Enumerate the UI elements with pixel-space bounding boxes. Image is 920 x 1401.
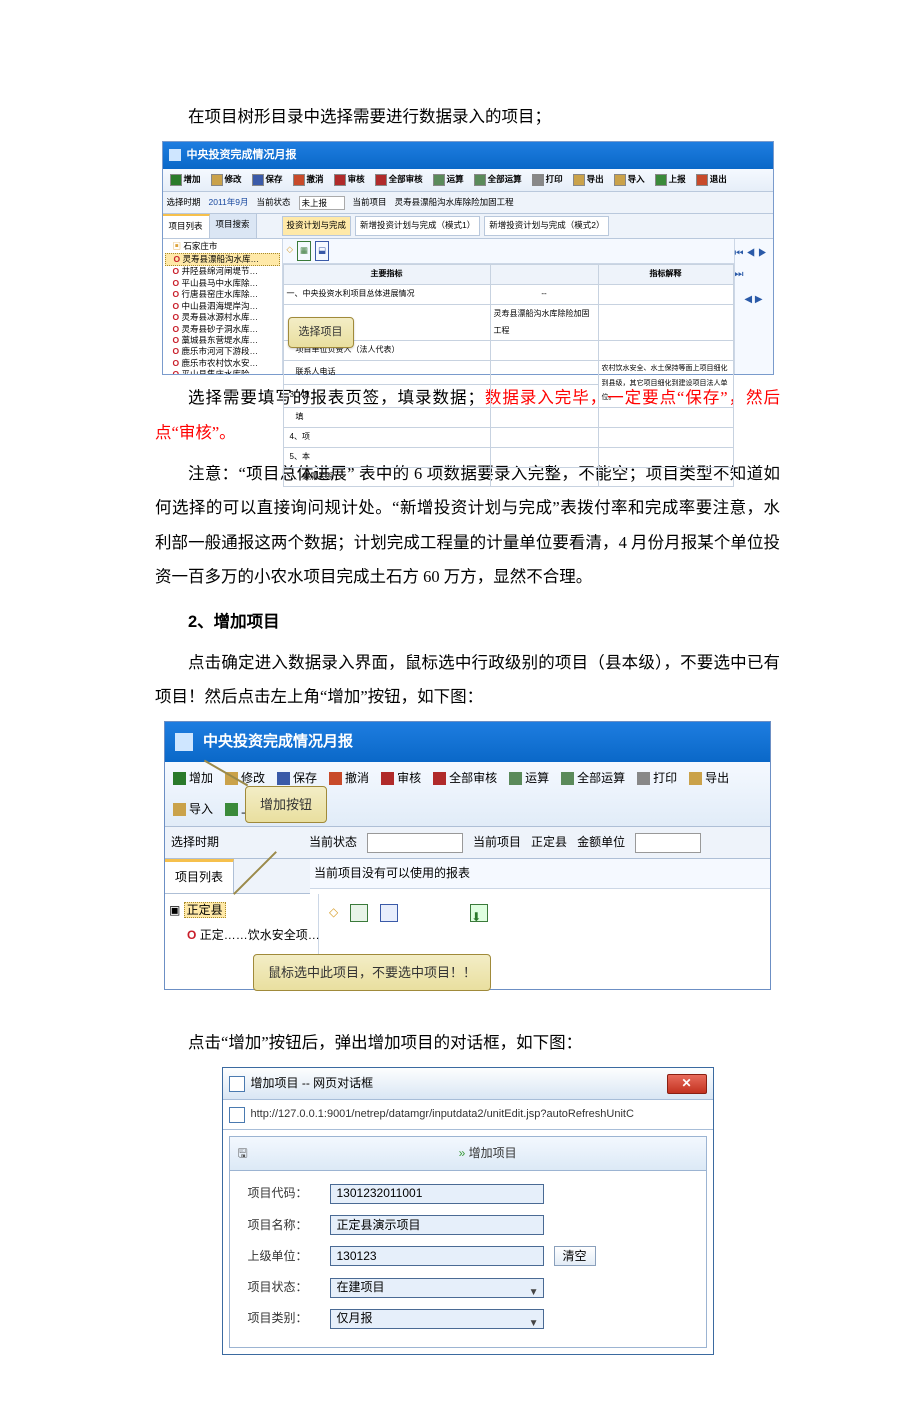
paragraph-1: 在项目树形目录中选择需要进行数据录入的项目； [155,100,780,135]
tb-import[interactable]: 导入 [169,796,217,823]
callout-select-project: 选择项目 [288,317,354,348]
ss1-table: 主要指标 指标解释 一、中央投资水利项目总体进展情况-- 项目名称灵寿县漂船沟水… [283,264,734,487]
tb-audit[interactable]: 审核 [377,765,425,792]
page-icon [229,1076,245,1092]
panel-title: 增加项目 [469,1146,517,1160]
field-name[interactable]: 正定县演示项目 [330,1215,544,1235]
val-project: 灵寿县漂船沟水库除险加固工程 [395,194,514,212]
dialog-form: 项目代码： 1301232011001 项目名称： 正定县演示项目 上级单位： … [230,1171,706,1347]
screenshot-3-dialog: 增加项目 -- 网页对话框 ✕ http://127.0.0.1:9001/ne… [222,1067,714,1355]
val-status[interactable] [367,833,463,853]
tab-project-search[interactable]: 项目搜索 [210,214,257,238]
lbl-period: 选择时期 [167,194,201,212]
lbl-status: 项目状态： [248,1275,320,1300]
tb-undo[interactable]: 撤消 [290,171,327,189]
no-report-note: 当前项目没有可以使用的报表 [310,859,770,889]
save-icon[interactable]: 🖫 [238,1141,248,1166]
tb-add[interactable]: 增加 [169,765,217,792]
lbl-project: 当前项目 [353,194,387,212]
dialog-title: 增加项目 -- 网页对话框 [251,1071,374,1096]
lbl-code: 项目代码： [248,1181,320,1206]
dialog-panel-head: 🖫 » 增加项目 [230,1137,706,1171]
val-unit[interactable] [635,833,701,853]
val-period[interactable]: 2011年9月 [209,194,249,212]
tb-import[interactable]: 导入 [611,171,648,189]
ss2-iconrow: ◇ ⬇ [323,896,766,929]
val-status[interactable] [299,196,345,210]
dialog-titlebar: 增加项目 -- 网页对话框 ✕ [223,1068,713,1100]
tb-undo[interactable]: 撤消 [325,765,373,792]
page-icon [229,1107,245,1123]
lbl-name: 项目名称： [248,1213,320,1238]
paragraph-5: 点击“增加”按钮后，弹出增加项目的对话框，如下图： [155,1026,780,1061]
lbl-parent: 上级单位： [248,1244,320,1269]
lbl-project: 当前项目 [473,830,521,855]
lbl-category: 项目类别： [248,1306,320,1331]
ss1-titlebar: 中央投资完成情况月报 [163,142,773,169]
tb-edit[interactable]: 修改 [208,171,245,189]
tb-audit-all[interactable]: 全部审核 [372,171,426,189]
tb-audit[interactable]: 审核 [331,171,368,189]
app-icon [175,733,193,751]
tb-exit[interactable]: 退出 [693,171,730,189]
tab-project-list[interactable]: 项目列表 [165,859,234,893]
ss2-title-text: 中央投资完成情况月报 [203,726,353,758]
field-code[interactable]: 1301232011001 [330,1184,544,1204]
tb-calc-all[interactable]: 全部运算 [557,765,629,792]
field-status[interactable]: 在建项目▼ [330,1278,544,1298]
subtab-2[interactable]: 新增投资计划与完成（模式1） [355,216,480,236]
btn-clear[interactable]: 清空 [554,1246,596,1266]
tb-export[interactable]: 导出 [570,171,607,189]
tb-report[interactable]: 上报 [652,171,689,189]
callout-select-root: 鼠标选中此项目，不要选中项目！！ [253,954,491,991]
ss2-titlebar: 中央投资完成情况月报 [165,722,770,762]
screenshot-1: 中央投资完成情况月报 增加 修改 保存 撤消 审核 全部审核 运算 全部运算 打… [162,141,774,376]
tb-calc-all[interactable]: 全部运算 [471,171,525,189]
th-left: 主要指标 [283,265,490,285]
heading-add-project: 2、增加项目 [155,605,780,640]
tb-save[interactable]: 保存 [249,171,286,189]
val-project: 正定县 [531,830,567,855]
lbl-status: 当前状态 [257,194,291,212]
lbl-status: 当前状态 [309,830,357,855]
ss1-toolbar: 增加 修改 保存 撤消 审核 全部审核 运算 全部运算 打印 导出 导入 上报 … [163,169,773,192]
paragraph-4: 点击确定进入数据录入界面，鼠标选中行政级别的项目（县本级），不要选中已有项目！然… [155,646,780,715]
tree-root: 正定县 [184,902,226,918]
ss1-filter-row: 选择时期 2011年9月 当前状态 当前项目 灵寿县漂船沟水库除险加固工程 [163,192,773,215]
tb-print[interactable]: 打印 [529,171,566,189]
lbl-period: 选择时期 [171,830,219,855]
ss1-tree[interactable]: ▣ 石家庄市 O 灵寿县漂船沟水库… O 井陉县绵河闸堤节… O 平山县马中水库… [163,239,283,374]
ss1-nav-icons[interactable]: ⏮ ◀ ▶ ⏭ ◀ ▶ [734,239,773,374]
dialog-url: http://127.0.0.1:9001/netrep/datamgr/inp… [251,1103,634,1126]
app-icon [169,149,181,161]
tb-print[interactable]: 打印 [633,765,681,792]
callout-add-button: 增加按钮 [245,786,327,823]
close-button[interactable]: ✕ [667,1074,707,1094]
tb-export[interactable]: 导出 [685,765,733,792]
ss1-title-text: 中央投资完成情况月报 [187,144,297,167]
lbl-unit: 金额单位 [577,830,625,855]
th-right: 指标解释 [598,265,733,285]
dialog-url-bar: http://127.0.0.1:9001/netrep/datamgr/inp… [223,1100,713,1130]
subtab-3[interactable]: 新增投资计划与完成（模式2） [484,216,609,236]
tb-calc[interactable]: 运算 [505,765,553,792]
screenshot-2: 中央投资完成情况月报 增加 修改 保存 撤消 审核 全部审核 运算 全部运算 打… [164,721,771,990]
tab-project-list[interactable]: 项目列表 [163,214,210,238]
tb-audit-all[interactable]: 全部审核 [429,765,501,792]
field-parent[interactable]: 130123 [330,1246,544,1266]
ss2-filter-row: 选择时期 当前状态 当前项目 正定县 金额单位 [165,827,770,859]
tb-calc[interactable]: 运算 [430,171,467,189]
field-category[interactable]: 仅月报▼ [330,1309,544,1329]
subtab-1[interactable]: 投资计划与完成 [282,216,352,236]
tb-add[interactable]: 增加 [167,171,204,189]
